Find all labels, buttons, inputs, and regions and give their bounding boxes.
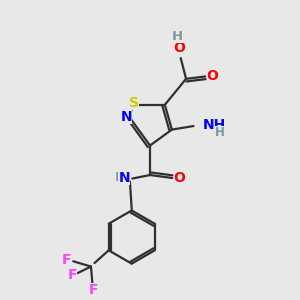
Text: F: F [62,253,71,267]
Text: O: O [173,41,185,55]
Text: N: N [118,171,130,185]
Text: S: S [129,96,139,110]
Text: NH: NH [202,118,226,132]
Text: H: H [215,126,225,139]
Text: H: H [172,29,183,43]
Text: F: F [89,283,99,297]
Text: F: F [68,268,77,281]
Text: H: H [115,171,126,184]
Text: N: N [121,110,132,124]
Text: O: O [207,69,219,83]
Text: O: O [174,171,185,185]
